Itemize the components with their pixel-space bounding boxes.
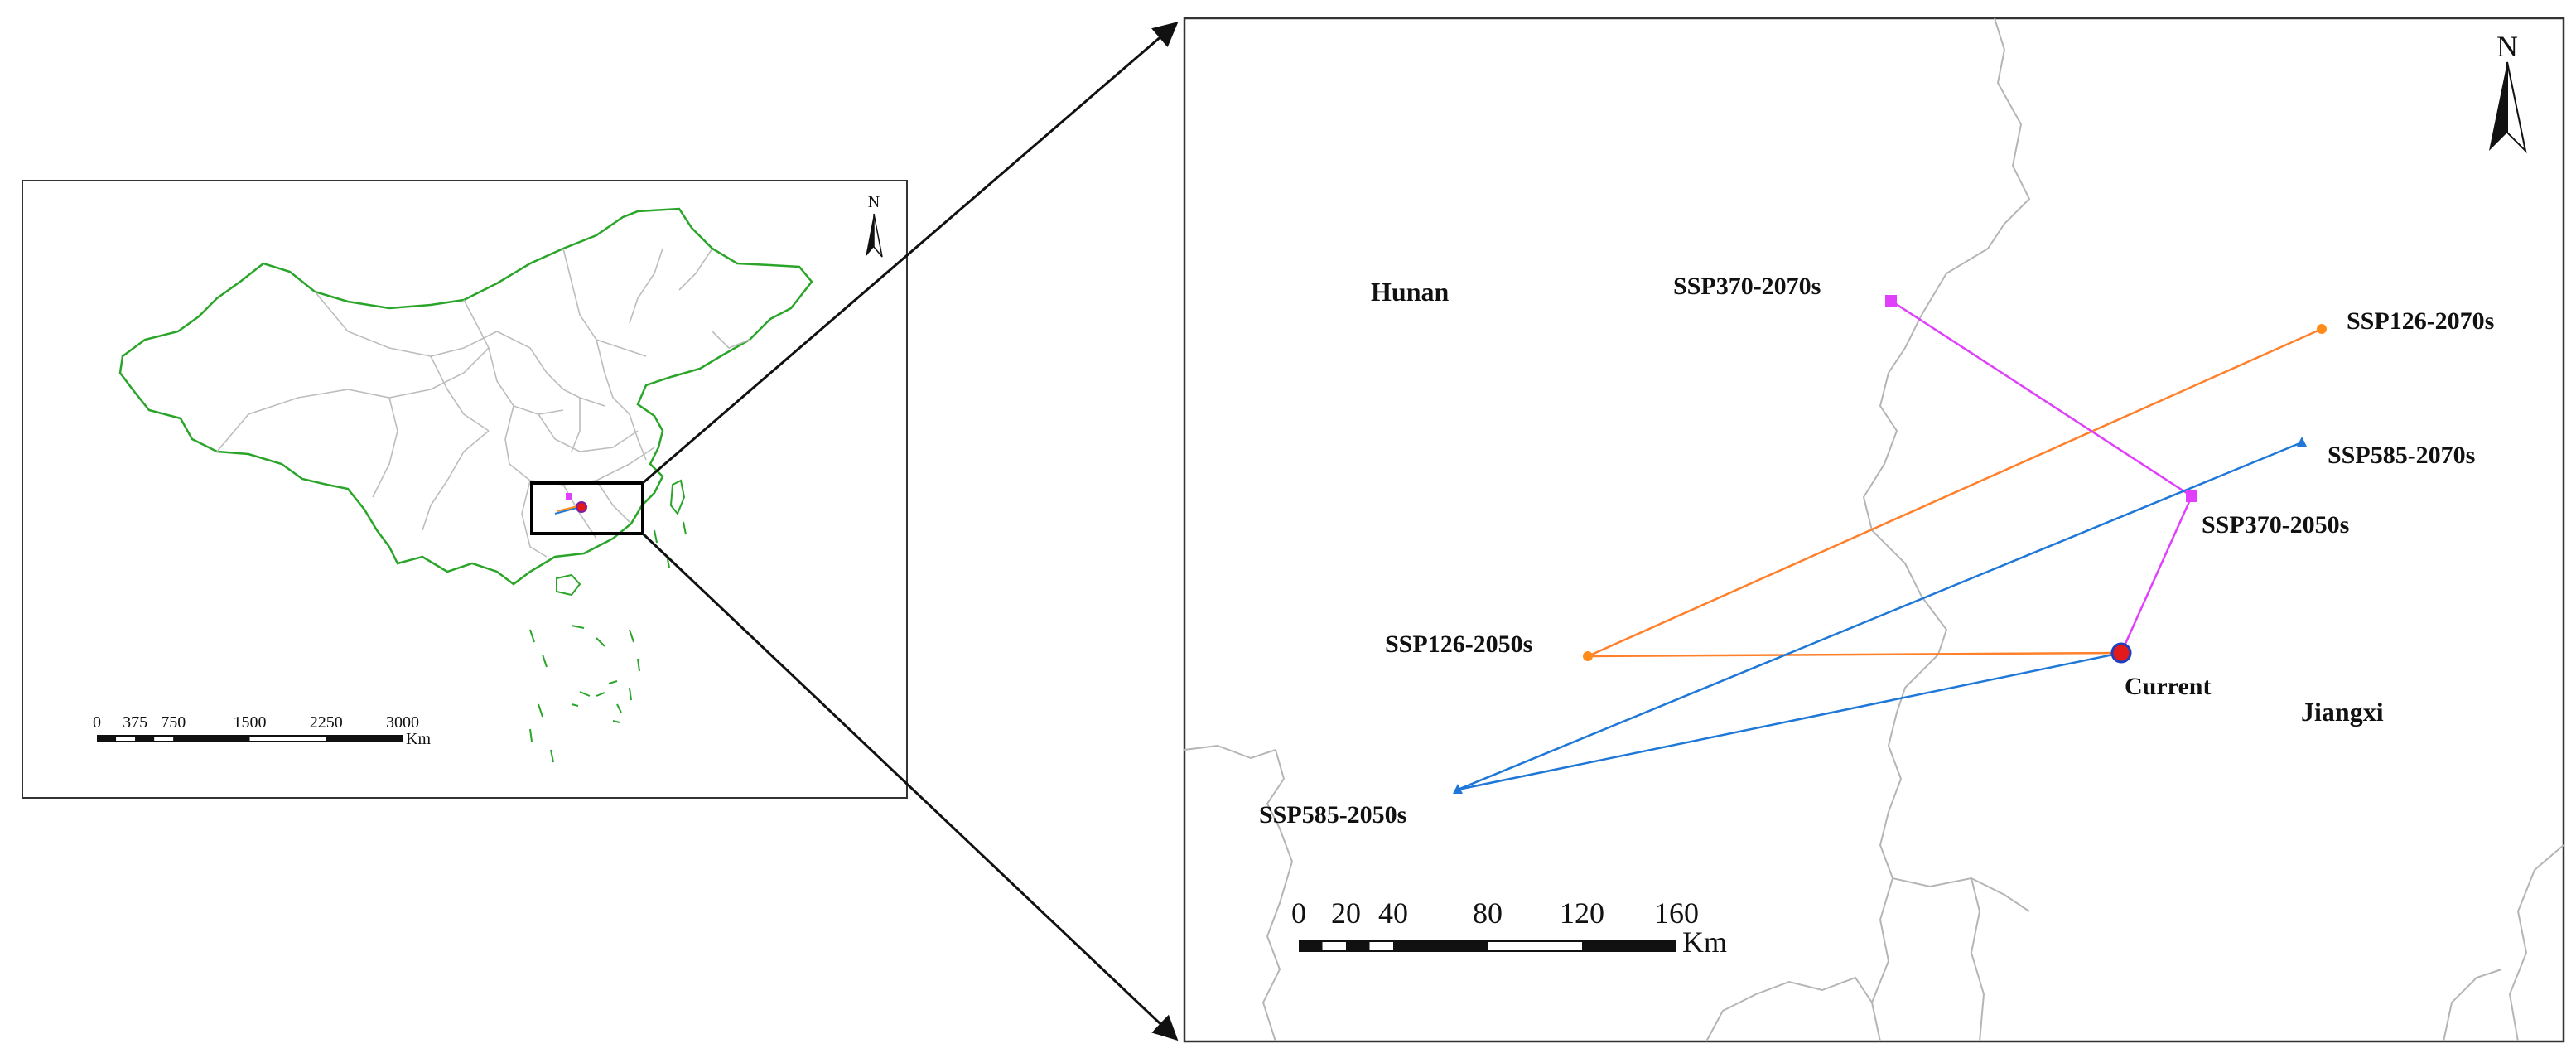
- scale-tick-3000: 3000: [386, 713, 419, 732]
- scale-segment: [1488, 942, 1582, 950]
- detail-frame: [1183, 17, 2565, 1043]
- scale-segment: [116, 737, 136, 741]
- detail-north-label: N: [2496, 30, 2518, 63]
- detail-north-arrow: N: [2489, 30, 2527, 154]
- scale-segment: [1393, 940, 1488, 952]
- scale-tick-2250: 2250: [310, 713, 343, 732]
- label-ssp370-2050s: SSP370-2050s: [2202, 511, 2349, 539]
- taiwan-island: [669, 479, 686, 515]
- label-ssp585-2070s: SSP585-2070s: [2328, 442, 2475, 469]
- china-outline: [118, 207, 813, 586]
- centroid-points: [1453, 295, 2327, 794]
- scale-segment: [135, 735, 155, 742]
- scale-tick-1500: 1500: [234, 713, 267, 732]
- detail-map: Current SSP126-2050s SSP126-2070s SSP370-20…: [1183, 17, 2565, 1043]
- hainan-island: [556, 573, 581, 597]
- label-current: Current: [2125, 673, 2211, 700]
- scale-tick-120: 120: [1560, 896, 1604, 930]
- scale-tick-0: 0: [93, 713, 101, 732]
- label-ssp126-2050s: SSP126-2050s: [1385, 631, 1532, 658]
- scale-segment: [326, 735, 403, 742]
- label-ssp126-2070s: SSP126-2070s: [2347, 307, 2494, 335]
- scale-segment: [1299, 940, 1323, 952]
- point-ssp585-2050s: [1453, 784, 1463, 794]
- scale-tick-375: 375: [123, 713, 147, 732]
- scale-tick-20: 20: [1331, 896, 1361, 930]
- scale-segment: [1582, 940, 1676, 952]
- overview-north-arrow: N: [866, 193, 883, 258]
- centroid-labels: Current SSP126-2050s SSP126-2070s SSP370-20…: [1259, 273, 2494, 829]
- scale-unit: Km: [406, 730, 431, 748]
- scale-segment: [1369, 942, 1393, 950]
- scale-segment: [154, 737, 174, 741]
- scale-segment: [97, 735, 117, 742]
- region-label-hunan: Hunan: [1371, 277, 1449, 307]
- scale-tick-750: 750: [161, 713, 186, 732]
- scale-segment: [1322, 942, 1346, 950]
- scale-tick-80: 80: [1473, 896, 1503, 930]
- scale-tick-40: 40: [1378, 896, 1408, 930]
- point-ssp126-2070s: [2317, 324, 2327, 334]
- point-ssp370-2070s: [1885, 295, 1897, 307]
- label-ssp370-2070s: SSP370-2070s: [1673, 273, 1821, 300]
- study-area-box: [530, 481, 644, 535]
- scale-segment: [249, 737, 326, 741]
- point-ssp585-2070s: [2297, 437, 2307, 447]
- scale-segment: [1346, 940, 1370, 952]
- scale-tick-160: 160: [1654, 896, 1699, 930]
- region-label-jiangxi: Jiangxi: [2301, 697, 2384, 727]
- province-borders: [216, 248, 750, 558]
- overview-north-label: N: [868, 193, 880, 211]
- point-ssp370-2050s: [2186, 490, 2197, 502]
- point-ssp126-2050s: [1583, 651, 1593, 661]
- scale-unit: Km: [1682, 925, 1727, 959]
- scale-segment: [173, 735, 250, 742]
- zoom-connectors: [641, 22, 1179, 1041]
- label-ssp585-2050s: SSP585-2050s: [1259, 801, 1406, 829]
- overview-shift-markers: [554, 493, 587, 515]
- point-current: [2110, 642, 2132, 664]
- scale-tick-0: 0: [1291, 896, 1306, 930]
